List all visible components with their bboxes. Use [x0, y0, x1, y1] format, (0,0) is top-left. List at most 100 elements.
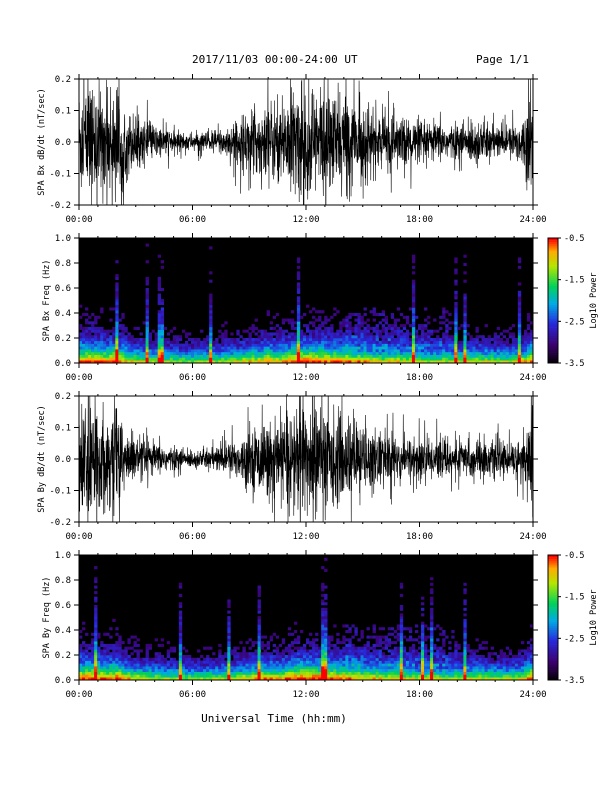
spectrogram-cell: [502, 360, 507, 364]
spectrogram-cell: [396, 307, 401, 311]
spectrogram-cell: [517, 315, 522, 319]
spectrogram-cell: [194, 668, 198, 672]
spectrogram-cell: [478, 346, 482, 350]
spectrogram-cell: [463, 301, 467, 305]
spectrogram-cell: [91, 652, 95, 656]
spectrogram-cell: [260, 351, 264, 355]
spectrogram-cell: [130, 360, 134, 364]
spectrogram-cell: [330, 660, 334, 664]
spectrogram-cell: [157, 318, 162, 322]
spectrogram-cell: [136, 338, 140, 342]
spectrogram-cell: [375, 643, 379, 647]
spectrogram-cell: [387, 632, 392, 636]
spectrogram-cell: [130, 357, 134, 361]
spectrogram-cell: [306, 357, 310, 361]
spectrogram-cell: [85, 660, 89, 664]
spectrogram-cell: [166, 674, 171, 678]
spectrogram-cell: [427, 332, 431, 336]
spectrogram-cell: [184, 340, 189, 344]
spectrogram-cell: [430, 577, 434, 581]
spectrogram-cell: [130, 666, 134, 670]
spectrogram-cell: [417, 641, 422, 645]
spectrogram-cell: [436, 649, 440, 653]
spectrogram-cell: [445, 354, 449, 358]
spectrogram-cell: [121, 360, 125, 364]
colorbar-segment: [548, 644, 558, 647]
spectrogram-cell: [145, 276, 149, 280]
colorbar-segment: [548, 569, 558, 572]
spectrogram-cell: [436, 660, 440, 664]
spectrogram-cell: [351, 666, 355, 670]
spectrogram-cell: [100, 349, 104, 353]
spectrogram-cell: [124, 649, 128, 653]
spectrogram-cell: [160, 313, 165, 317]
spectrogram-cell: [124, 652, 128, 656]
spectrogram-cell: [206, 671, 210, 675]
spectrogram-cell: [315, 318, 319, 322]
spectrogram-cell: [433, 671, 437, 675]
spectrogram-cell: [357, 335, 361, 339]
spectrogram-cell: [330, 324, 334, 328]
spectrogram-cell: [221, 655, 225, 659]
spectrogram-cell: [333, 351, 337, 355]
spectrogram-cell: [339, 674, 343, 678]
spectrogram-cell: [460, 324, 464, 328]
spectrogram-cell: [115, 324, 119, 328]
spectrogram-cell: [269, 663, 274, 667]
spectrogram-cell: [327, 649, 331, 653]
spectrogram-cell: [448, 660, 452, 664]
spectrogram-cell: [321, 335, 325, 339]
spectrogram-cell: [348, 674, 352, 678]
spectrogram-cell: [236, 340, 240, 344]
colorbar-segment: [548, 625, 558, 629]
spectrogram-cell: [296, 329, 301, 333]
spectrogram-cell: [448, 652, 452, 656]
spectrogram-cell: [227, 621, 231, 625]
spectrogram-cell: [85, 652, 89, 656]
spectrogram-cell: [100, 643, 104, 647]
spectrogram-cell: [221, 663, 225, 667]
spectrogram-cell: [194, 674, 198, 678]
spectrogram-cell: [529, 349, 534, 353]
spectrogram-cell: [233, 646, 237, 650]
spectrogram-cell: [324, 326, 328, 330]
spectrogram-cell: [411, 260, 416, 264]
spectrogram-cell: [296, 332, 301, 336]
spectrogram-cell: [372, 351, 376, 355]
spectrogram-cell: [124, 335, 128, 339]
spectrogram-cell: [384, 360, 389, 364]
spectrogram-cells-3: [79, 557, 534, 681]
spectrogram-cell: [463, 607, 467, 611]
spectrogram-cell: [85, 649, 89, 653]
spectrogram-cell: [463, 671, 467, 675]
spectrogram-cell: [257, 641, 261, 645]
spectrogram-cell: [239, 346, 243, 350]
spectrogram-cell: [82, 649, 86, 653]
spectrogram-cell: [82, 343, 86, 347]
spectrogram-cell: [330, 332, 334, 336]
spectrogram-cell: [306, 655, 310, 659]
y-tick-label-3-4: 0.2: [55, 651, 71, 661]
spectrogram-cell: [417, 354, 422, 358]
spectrogram-cell: [287, 643, 292, 647]
spectrogram-cell: [451, 338, 455, 342]
spectrogram-cell: [472, 674, 476, 678]
colorbar-segment: [548, 296, 558, 299]
colorbar-segment: [548, 667, 558, 670]
spectrogram-cell: [115, 343, 119, 347]
spectrogram-cell: [79, 643, 83, 647]
spectrogram-cell: [206, 655, 210, 659]
spectrogram-cell: [499, 332, 504, 336]
spectrogram-cell: [436, 638, 440, 642]
spectrogram-cell: [200, 674, 204, 678]
spectrogram-cell: [315, 343, 319, 347]
spectrogram-cell: [502, 343, 507, 347]
spectrogram-cell: [411, 301, 416, 305]
spectrogram-cell: [278, 360, 283, 364]
y-tick-label-2-1: 0.1: [55, 424, 71, 434]
spectrogram-cell: [363, 343, 367, 347]
spectrogram-cell: [330, 638, 334, 642]
spectrogram-cell: [517, 649, 522, 653]
spectrogram-cell: [366, 649, 370, 653]
spectrogram-cell: [327, 635, 331, 639]
